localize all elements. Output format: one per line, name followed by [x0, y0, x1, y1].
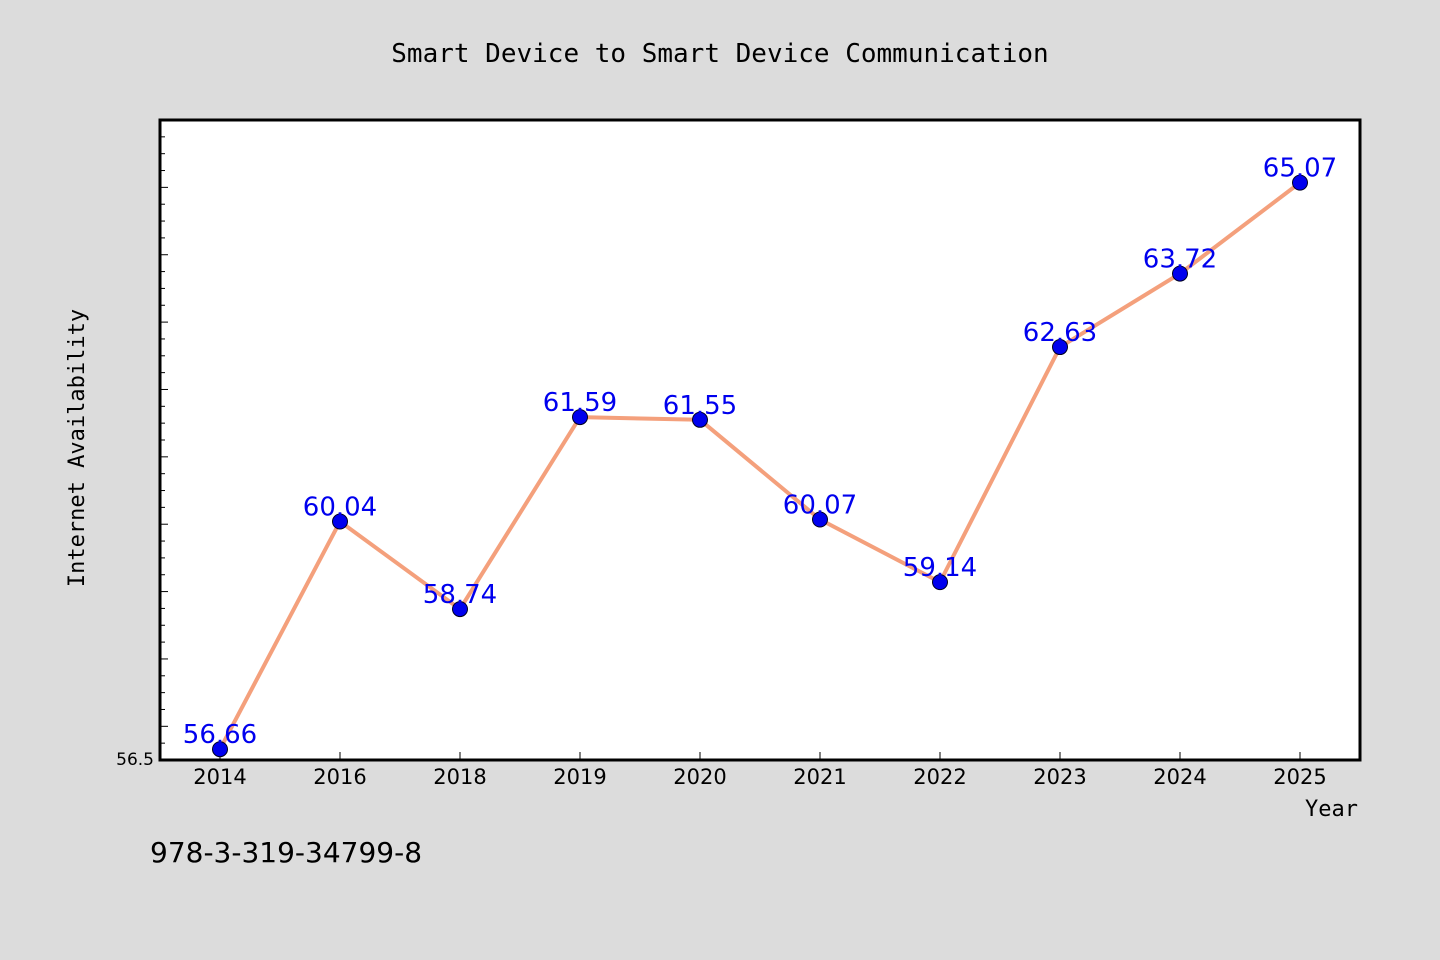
- data-point: [332, 513, 348, 530]
- data-point: [1292, 174, 1308, 191]
- data-point: [1172, 265, 1188, 282]
- data-label: 62.63: [1023, 318, 1097, 348]
- x-tick-label: 2018: [433, 765, 486, 789]
- y-axis-ticks: 56.5: [116, 119, 168, 770]
- data-label: 58.74: [423, 580, 497, 610]
- data-point: [932, 574, 948, 591]
- x-tick-label: 2014: [193, 765, 246, 789]
- data-point: [812, 511, 828, 528]
- data-point: [692, 411, 708, 428]
- y-tick-label: 56.5: [116, 750, 154, 770]
- data-point: [212, 741, 228, 758]
- data-label: 59.14: [903, 553, 977, 583]
- x-tick-label: 2019: [553, 765, 606, 789]
- data-label: 60.07: [783, 490, 857, 520]
- x-tick-label: 2016: [313, 765, 366, 789]
- x-tick-label: 2024: [1153, 765, 1206, 789]
- data-point: [572, 409, 588, 426]
- isbn-caption: 978-3-319-34799-8: [150, 836, 423, 869]
- data-label: 65.07: [1263, 154, 1337, 184]
- data-point: [452, 601, 468, 618]
- x-axis-label: Year: [1305, 797, 1358, 822]
- data-label: 61.55: [663, 391, 737, 421]
- x-tick-label: 2023: [1033, 765, 1086, 789]
- x-tick-label: 2020: [673, 765, 726, 789]
- x-tick-label: 2022: [913, 765, 966, 789]
- x-axis-ticks: 2014 2016 2018 2019 2020 2021 2022 2023 2024 2025: [193, 752, 1327, 789]
- data-label: 63.72: [1143, 245, 1217, 275]
- chart-title: Smart Device to Smart Device Communicati…: [391, 39, 1048, 69]
- series-line: [218, 181, 1302, 751]
- x-tick-label: 2021: [793, 765, 846, 789]
- data-label: 56.66: [183, 720, 257, 750]
- plot-area: [158, 118, 1362, 762]
- x-tick-label: 2025: [1273, 765, 1326, 789]
- data-point: [1052, 339, 1068, 356]
- y-axis-label: Internet Availability: [65, 309, 90, 587]
- data-label: 60.04: [303, 493, 377, 523]
- data-label: 61.59: [543, 388, 617, 418]
- series-layer: 56.66 60.04 58.74 61.59 61.55 60.07 59.14 62.63…: [183, 154, 1337, 758]
